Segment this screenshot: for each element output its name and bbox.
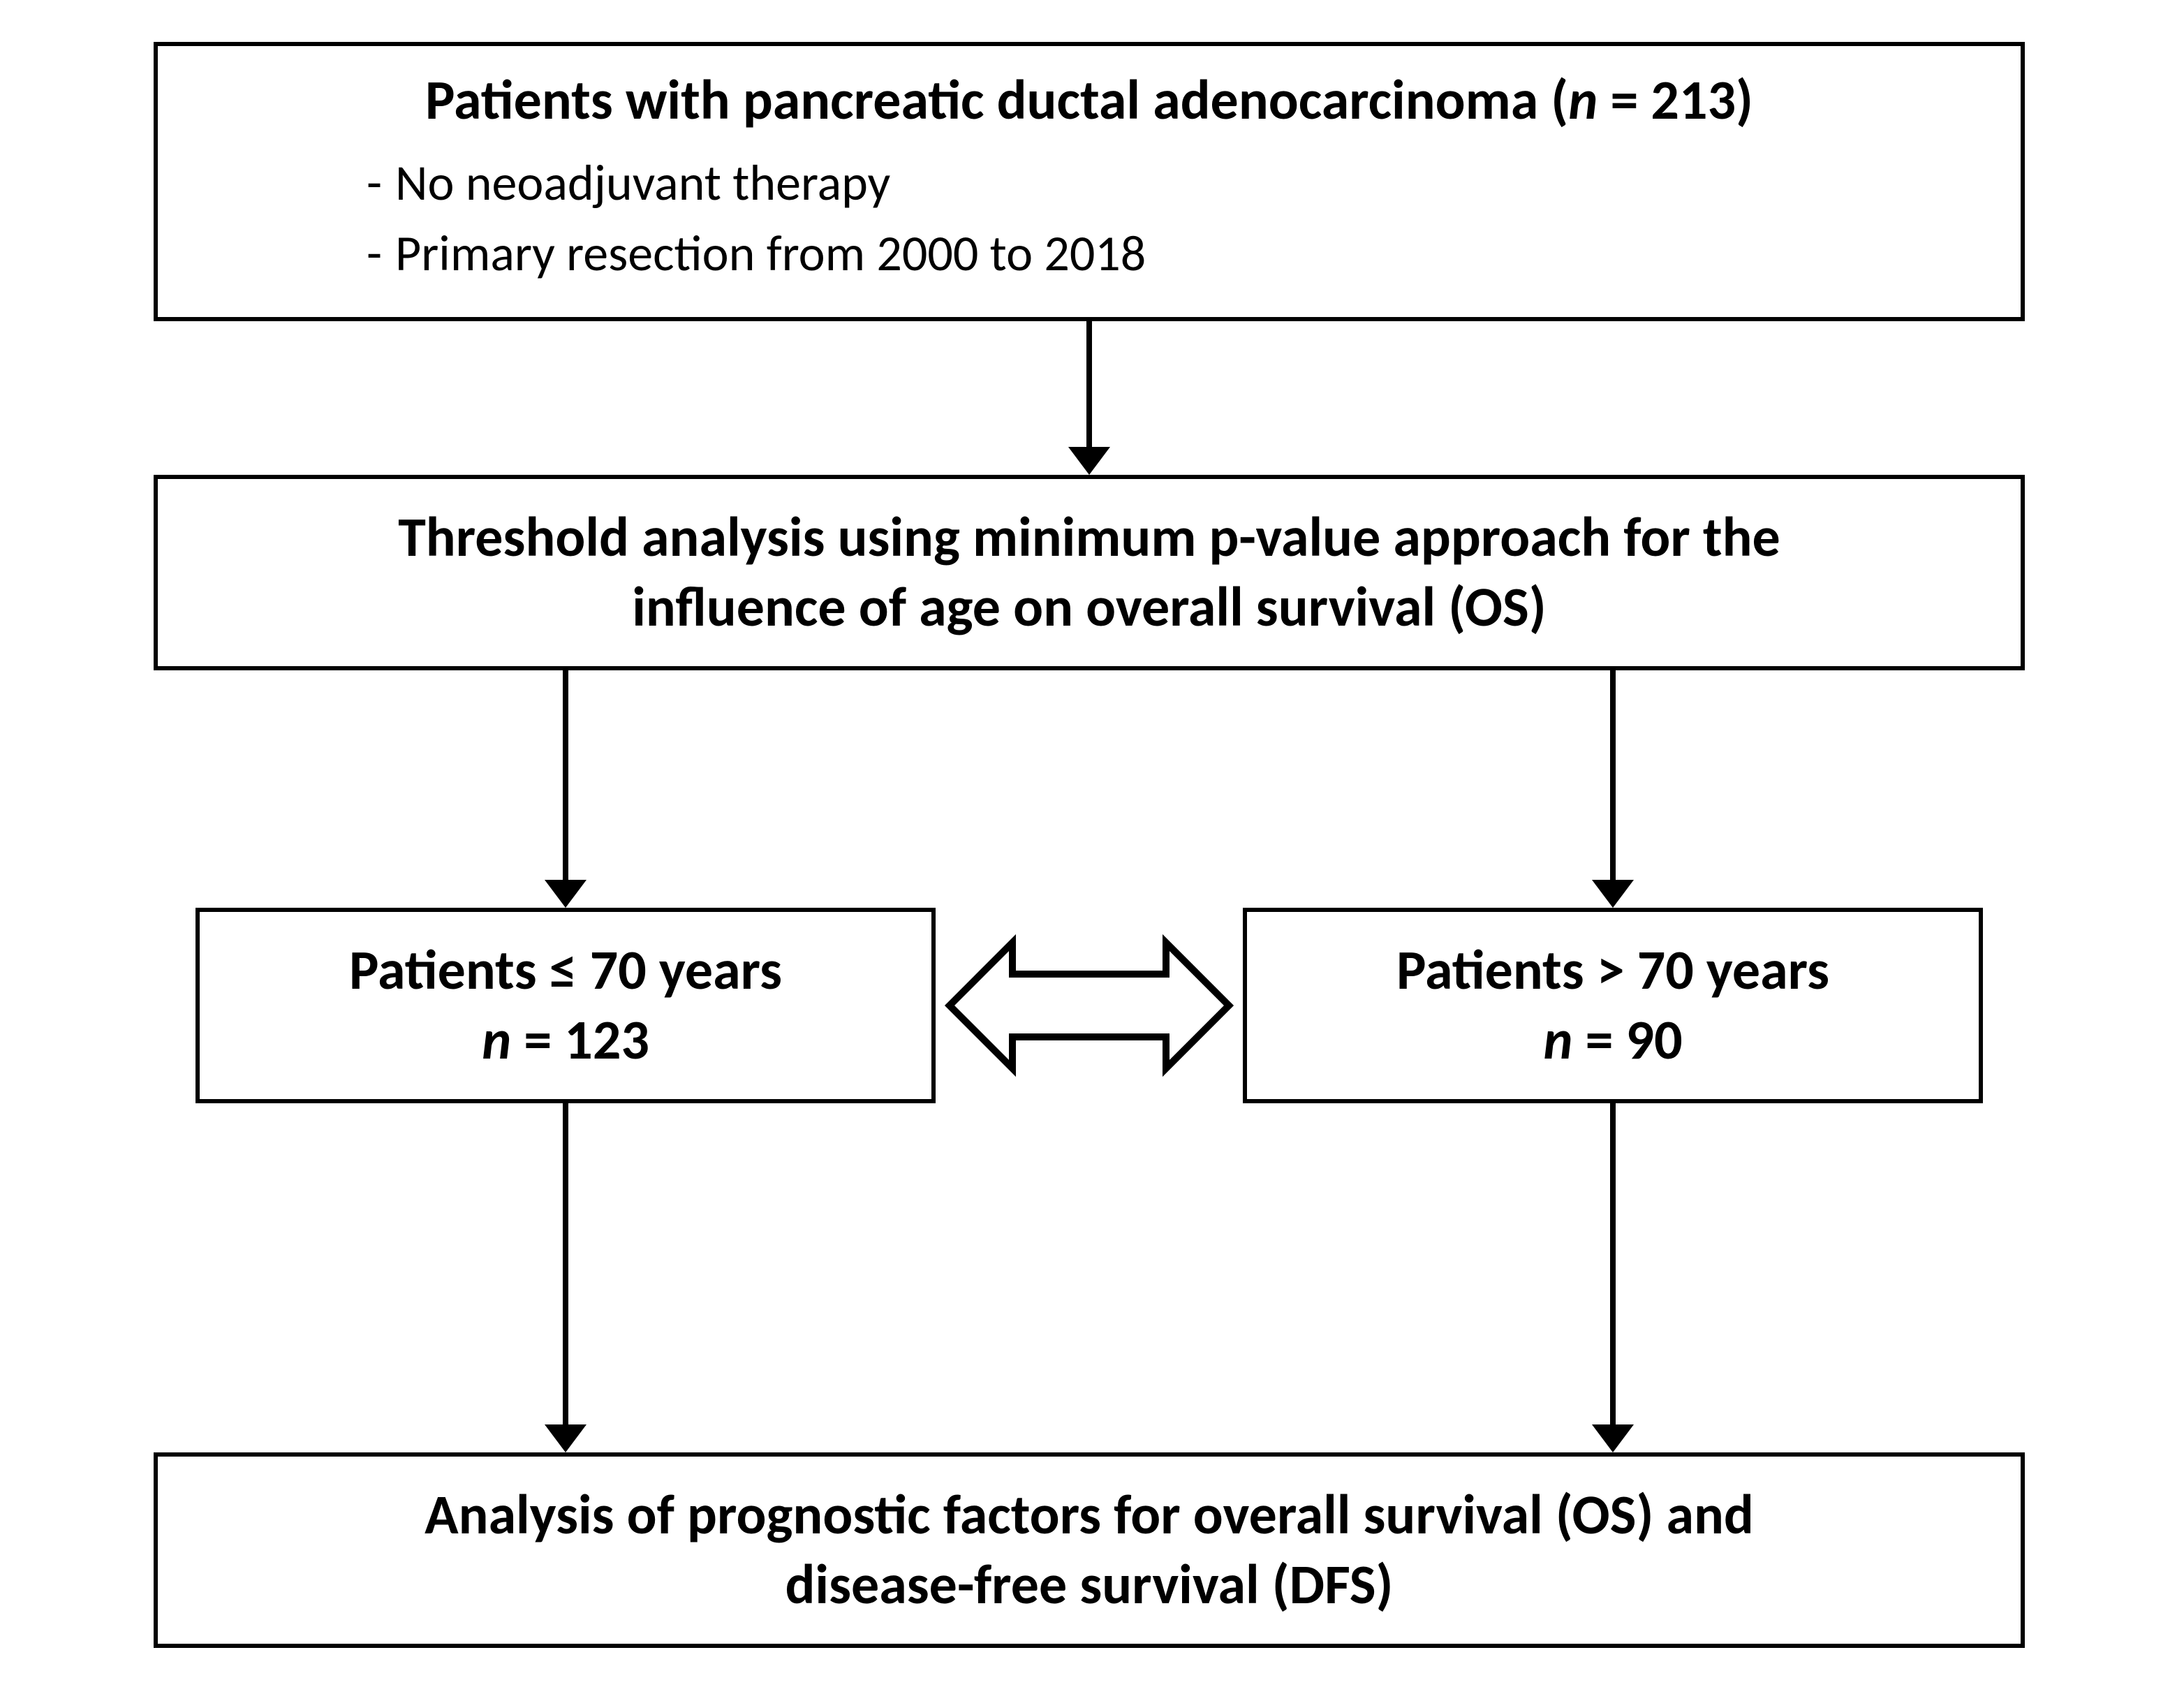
box-threshold: Threshold analysis using minimum p-value… — [154, 475, 2025, 670]
arrow-right-bottom — [1610, 1103, 1616, 1424]
double-arrow-icon — [943, 929, 1236, 1082]
arrow-head-icon — [1592, 880, 1634, 908]
n-value: = 123 — [511, 1006, 649, 1074]
box-cohort: Patients with pancreatic ductal adenocar… — [154, 42, 2025, 321]
analysis-line2: disease-free survival (DFS) — [785, 1550, 1394, 1620]
bullet-item: No neoadjuvant therapy — [353, 148, 1146, 219]
arrow-head-icon — [1592, 1424, 1634, 1452]
n-value: = 90 — [1573, 1006, 1683, 1074]
group-old-n: n = 90 — [1543, 1006, 1682, 1075]
cohort-n-symbol: n — [1568, 66, 1598, 134]
bullet-item: Primary resection from 2000 to 2018 — [353, 219, 1146, 289]
box-group-old: Patients > 70 years n = 90 — [1243, 908, 1983, 1103]
cohort-bullets: No neoadjuvant therapy Primary resection… — [200, 148, 1146, 289]
cohort-title-suffix: = 213) — [1598, 66, 1753, 134]
box-analysis: Analysis of prognostic factors for overa… — [154, 1452, 2025, 1648]
group-young-n: n = 123 — [482, 1006, 649, 1075]
group-old-title: Patients > 70 years — [1396, 936, 1829, 1006]
arrow-left-bottom — [563, 1103, 568, 1424]
cohort-title: Patients with pancreatic ductal adenocar… — [200, 67, 1979, 134]
bullet-text: Primary resection from 2000 to 2018 — [395, 223, 1146, 284]
cohort-title-prefix: Patients with pancreatic ductal adenocar… — [425, 66, 1568, 134]
arrow-head-icon — [545, 1424, 586, 1452]
bullet-text: No neoadjuvant therapy — [395, 152, 890, 214]
box-group-young: Patients ≤ 70 years n = 123 — [195, 908, 936, 1103]
n-symbol: n — [482, 1006, 511, 1074]
arrow-threshold-left — [563, 670, 568, 880]
threshold-line1: Threshold analysis using minimum p-value… — [398, 503, 1780, 573]
arrow-head-icon — [1068, 447, 1110, 475]
analysis-line1: Analysis of prognostic factors for overa… — [425, 1480, 1754, 1550]
group-young-title: Patients ≤ 70 years — [349, 936, 782, 1006]
n-symbol: n — [1543, 1006, 1572, 1074]
arrow-head-icon — [545, 880, 586, 908]
threshold-line2: influence of age on overall survival (OS… — [632, 573, 1546, 642]
arrow-top-threshold — [1086, 321, 1092, 447]
arrow-threshold-right — [1610, 670, 1616, 880]
